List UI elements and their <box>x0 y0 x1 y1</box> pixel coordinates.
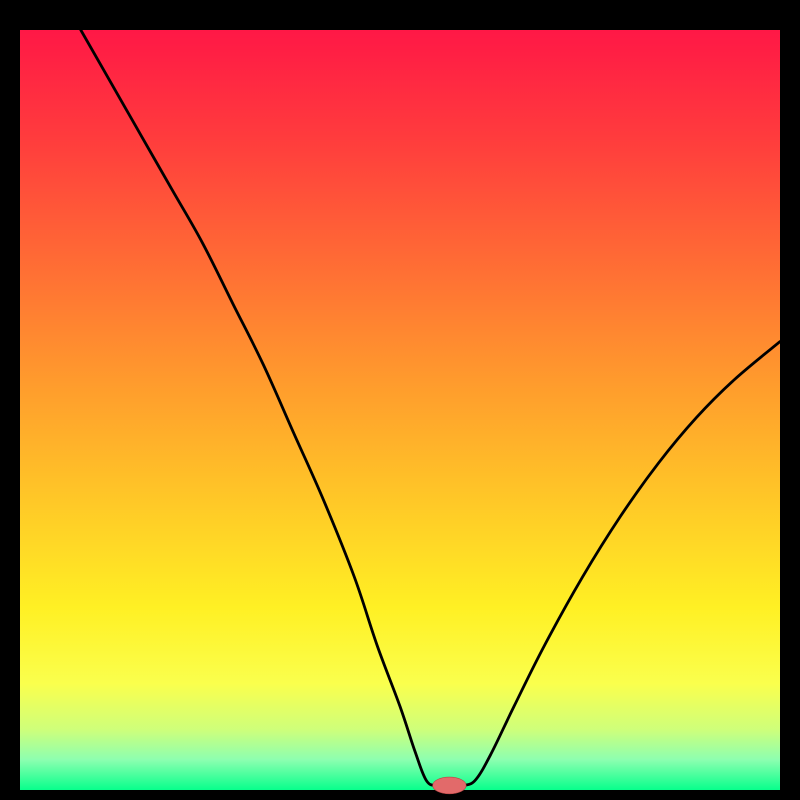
optimal-point-marker <box>433 777 466 794</box>
gradient-background <box>20 30 780 790</box>
bottleneck-chart <box>0 0 800 800</box>
